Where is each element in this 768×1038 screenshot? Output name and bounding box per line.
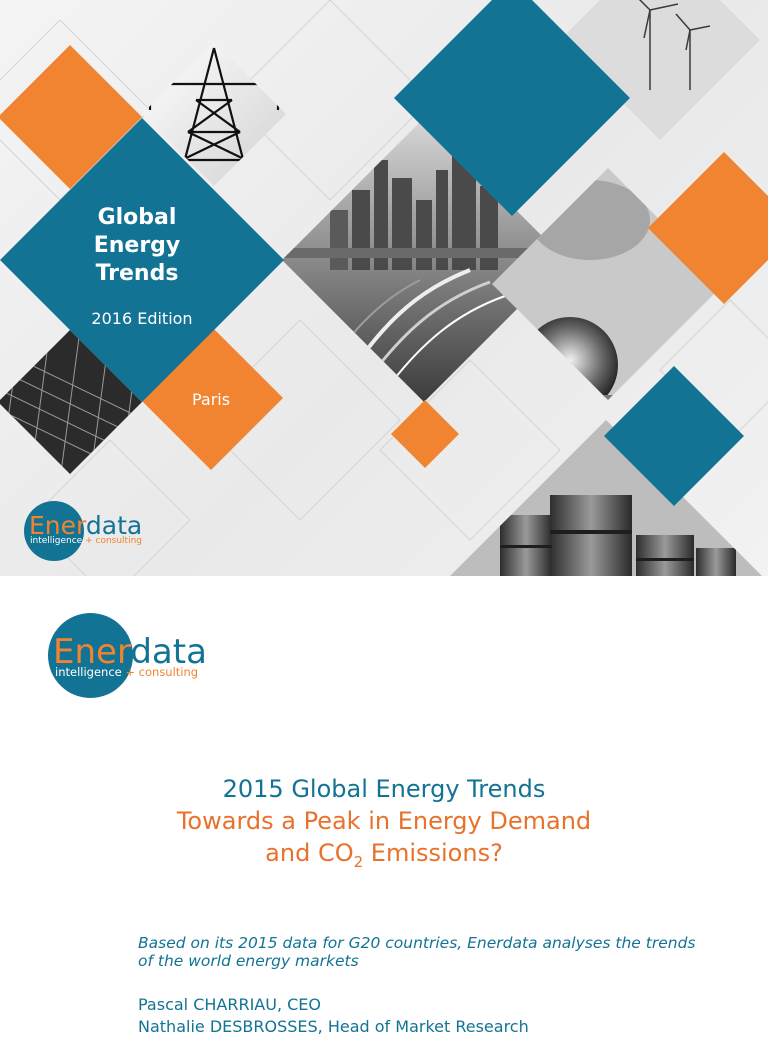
- logo-tagline: intelligence + consulting: [30, 537, 142, 546]
- logo-circle: [48, 613, 133, 698]
- logo-name-part2: data: [85, 511, 143, 540]
- logo-name-part2: data: [130, 632, 207, 672]
- report-title-subscript: 2: [353, 852, 364, 871]
- cover-banner: Global Energy Trends 2016 Edition Paris …: [0, 0, 768, 576]
- report-title-line3: and CO2 Emissions?: [84, 837, 684, 869]
- report-title: 2015 Global Energy Trends Towards a Peak…: [84, 773, 684, 869]
- logo-tagline-part2: + consulting: [125, 665, 199, 679]
- cover-edition: 2016 Edition: [91, 309, 193, 328]
- teal-diamonds: [0, 0, 744, 506]
- logo-wordmark: Enerdata: [29, 513, 142, 538]
- report-authors: Pascal CHARRIAU, CEO Nathalie DESBROSSES…: [138, 994, 698, 1038]
- logo-name-part1: Ener: [53, 632, 131, 672]
- logo-tagline-part1: intelligence: [30, 536, 83, 546]
- logo-circle: [24, 501, 84, 561]
- report-title-line2: Towards a Peak in Energy Demand: [176, 807, 592, 835]
- logo-tagline-part2: + consulting: [85, 536, 142, 546]
- cover-diamond-collage: [0, 0, 768, 576]
- logo-tagline: intelligence + consulting: [55, 665, 199, 679]
- cover-title-line: Trends: [95, 261, 179, 286]
- author-line: Nathalie DESBROSSES, Head of Market Rese…: [138, 1017, 529, 1036]
- report-summary: Based on its 2015 data for G20 countries…: [138, 934, 696, 970]
- cover-title-line: Global: [97, 205, 177, 230]
- report-title-line3-post: Emissions?: [363, 839, 503, 867]
- enerdata-logo: Enerdata intelligence + consulting: [48, 613, 228, 699]
- logo-name-part1: Ener: [29, 511, 86, 540]
- cover-title-line: Energy: [93, 233, 181, 258]
- cover-city: Paris: [191, 390, 231, 409]
- report-title-line1: 2015 Global Energy Trends: [222, 775, 546, 803]
- cover-title: Global Energy Trends: [42, 204, 232, 288]
- report-title-line3-pre: and CO: [265, 839, 354, 867]
- enerdata-logo-small: Enerdata intelligence + consulting: [24, 501, 164, 561]
- author-line: Pascal CHARRIAU, CEO: [138, 995, 322, 1014]
- logo-tagline-part1: intelligence: [55, 665, 122, 679]
- logo-wordmark: Enerdata: [53, 635, 207, 669]
